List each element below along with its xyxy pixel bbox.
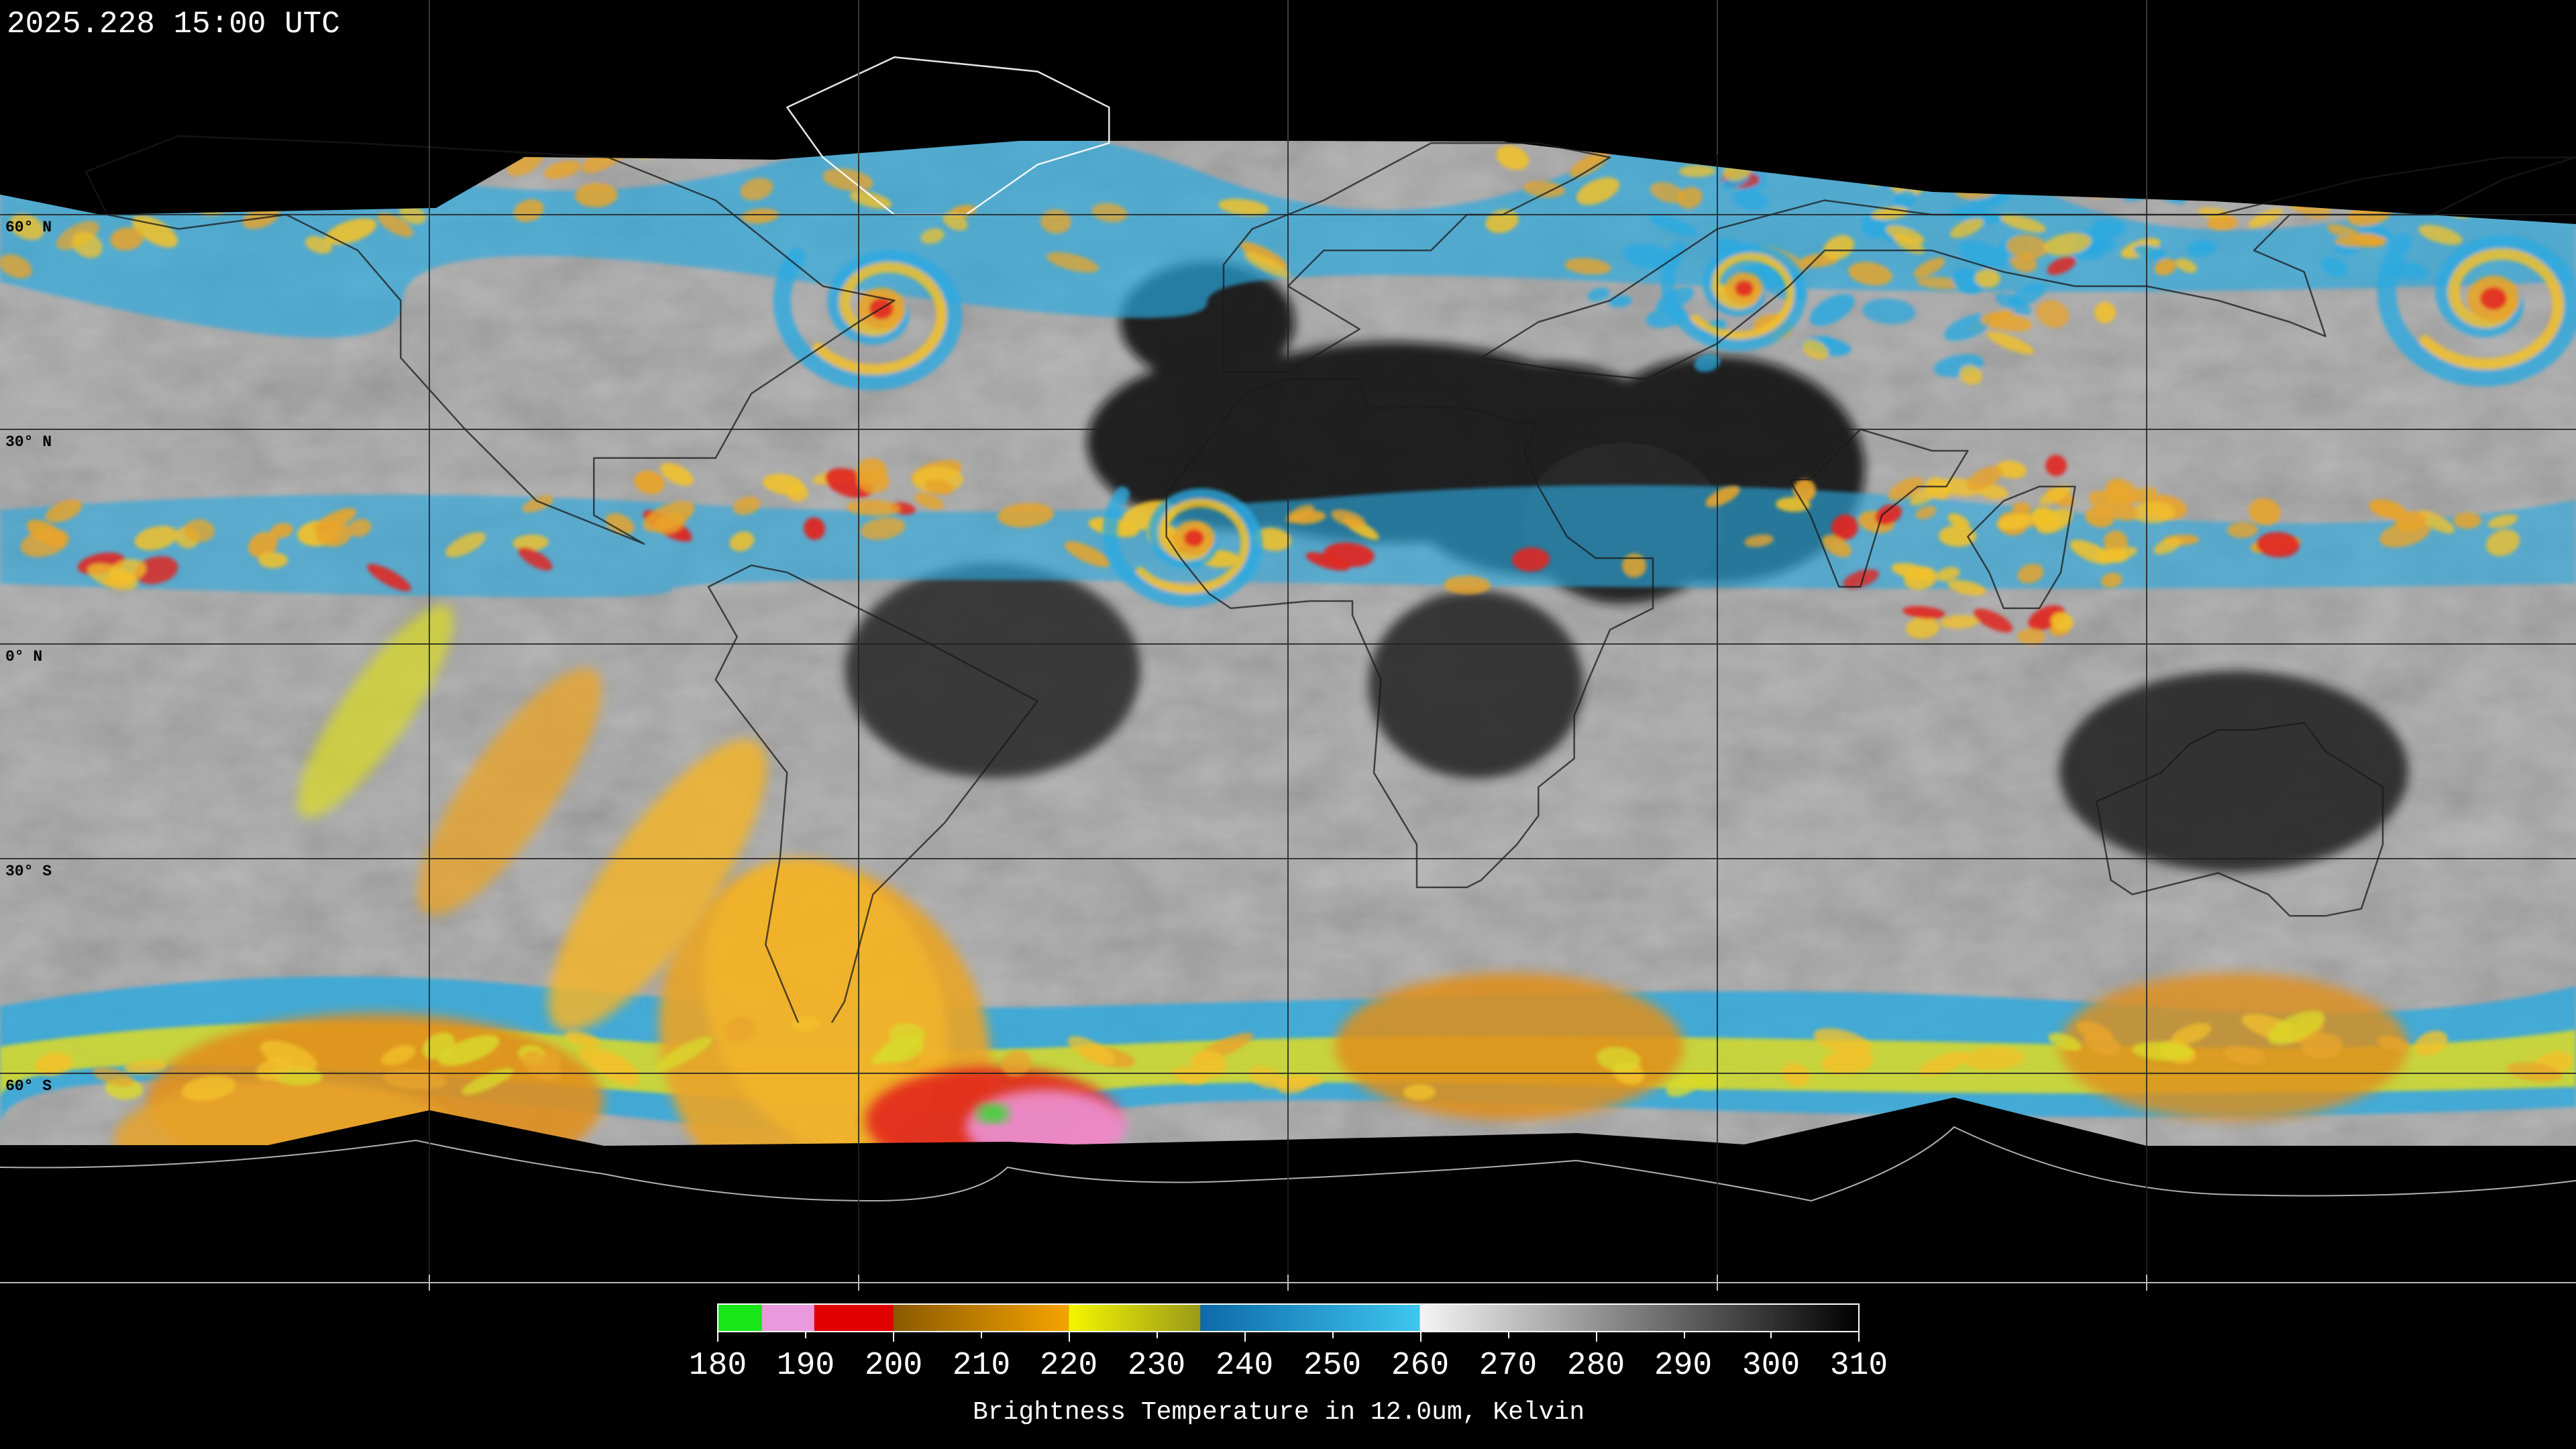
svg-text:230: 230 bbox=[1128, 1348, 1185, 1384]
svg-text:30° S: 30° S bbox=[5, 863, 52, 880]
svg-text:60° N: 60° N bbox=[5, 219, 52, 236]
svg-text:180: 180 bbox=[689, 1348, 747, 1384]
svg-text:270: 270 bbox=[1479, 1348, 1537, 1384]
svg-text:240: 240 bbox=[1216, 1348, 1273, 1384]
svg-text:300: 300 bbox=[1742, 1348, 1800, 1384]
svg-text:200: 200 bbox=[865, 1348, 922, 1384]
svg-text:2025.228 15:00 UTC: 2025.228 15:00 UTC bbox=[7, 7, 340, 42]
svg-text:220: 220 bbox=[1040, 1348, 1097, 1384]
svg-text:250: 250 bbox=[1303, 1348, 1361, 1384]
svg-text:310: 310 bbox=[1830, 1348, 1888, 1384]
svg-text:30° N: 30° N bbox=[5, 433, 52, 451]
svg-text:210: 210 bbox=[953, 1348, 1010, 1384]
svg-text:290: 290 bbox=[1654, 1348, 1712, 1384]
svg-text:280: 280 bbox=[1567, 1348, 1625, 1384]
svg-text:0° N: 0° N bbox=[5, 648, 42, 665]
svg-text:60° S: 60° S bbox=[5, 1077, 52, 1095]
svg-text:260: 260 bbox=[1391, 1348, 1449, 1384]
svg-text:190: 190 bbox=[777, 1348, 835, 1384]
svg-text:Brightness Temperature in 12.0: Brightness Temperature in 12.0um, Kelvin bbox=[973, 1398, 1585, 1427]
